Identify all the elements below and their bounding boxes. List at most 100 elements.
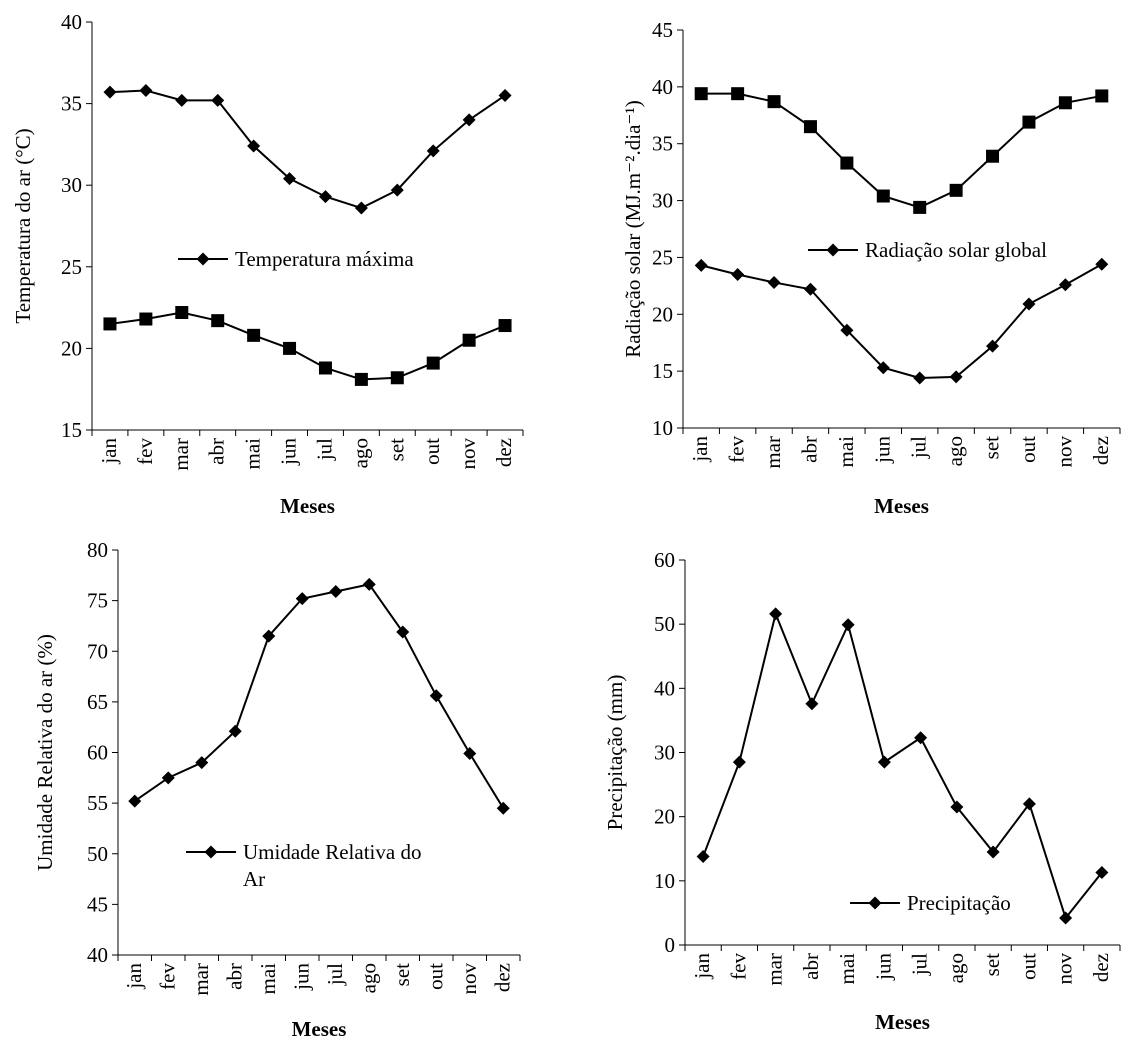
data-point-mar bbox=[175, 305, 189, 319]
series-2 bbox=[694, 257, 1109, 385]
data-point-fev bbox=[731, 87, 745, 101]
legend-label: Umidade Relativa do bbox=[243, 840, 421, 864]
series-line bbox=[134, 583, 505, 809]
data-point-fev bbox=[731, 267, 745, 281]
data-point-mai bbox=[840, 156, 854, 170]
x-tick-label-jan: jan bbox=[122, 963, 146, 990]
x-tick-label-fev: fev bbox=[725, 436, 749, 463]
x-tick-label-out: out bbox=[420, 438, 444, 465]
data-point-abr bbox=[228, 724, 242, 738]
x-tick-label-out: out bbox=[423, 963, 447, 990]
legend: Umidade Relativa do Ar bbox=[186, 840, 421, 891]
x-tick-label-set: set bbox=[980, 953, 1004, 976]
legend-marker bbox=[204, 845, 218, 859]
data-point-set bbox=[390, 371, 404, 385]
data-point-jan bbox=[128, 794, 142, 808]
x-tick-label-dez: dez bbox=[490, 963, 514, 992]
data-point-set bbox=[396, 625, 410, 639]
y-tick-label: 0 bbox=[665, 933, 676, 957]
y-tick-label: 80 bbox=[87, 538, 108, 562]
series-line bbox=[700, 263, 1103, 379]
data-point-ago bbox=[354, 201, 368, 215]
series-1 bbox=[103, 84, 512, 215]
data-point-abr bbox=[211, 314, 225, 328]
legend-label: Ar bbox=[243, 867, 265, 891]
x-tick-label-jun: jun bbox=[289, 963, 313, 991]
y-tick-label: 50 bbox=[87, 842, 108, 866]
data-point-dez bbox=[1095, 865, 1109, 879]
data-point-jan bbox=[694, 87, 708, 101]
x-tick-label-nov: nov bbox=[456, 438, 480, 470]
legend: Radiação solar global bbox=[808, 238, 1047, 262]
x-tick-label-abr: abr bbox=[797, 436, 821, 463]
data-point-mai bbox=[840, 323, 854, 337]
x-tick-label-dez: dez bbox=[1089, 436, 1113, 465]
data-point-abr bbox=[803, 120, 817, 134]
y-tick-label: 30 bbox=[61, 173, 82, 197]
data-point-mar bbox=[195, 756, 209, 770]
data-point-fev bbox=[139, 84, 153, 98]
data-point-mar bbox=[767, 275, 781, 289]
series-line bbox=[702, 610, 1103, 921]
x-tick-label-nov: nov bbox=[1053, 953, 1077, 985]
y-tick-label: 35 bbox=[652, 132, 673, 156]
x-tick-label-out: out bbox=[1016, 953, 1040, 980]
series-1 bbox=[694, 87, 1109, 214]
x-tick-label-dez: dez bbox=[1089, 953, 1113, 982]
data-point-nov bbox=[462, 333, 476, 347]
data-point-nov bbox=[1059, 911, 1073, 925]
legend-label: Precipitação bbox=[907, 891, 1011, 915]
y-tick-label: 15 bbox=[61, 418, 82, 442]
y-tick-label: 40 bbox=[61, 10, 82, 34]
data-point-abr bbox=[805, 697, 819, 711]
data-point-jun bbox=[876, 361, 890, 375]
series-line bbox=[109, 311, 506, 381]
y-axis-title: Radiação solar (MJ.m⁻².dia⁻¹) bbox=[621, 100, 645, 358]
x-tick-label-jan: jan bbox=[97, 438, 121, 465]
series-line bbox=[701, 92, 1102, 209]
data-point-jan bbox=[103, 85, 117, 99]
y-tick-label: 30 bbox=[652, 189, 673, 213]
x-tick-label-out: out bbox=[1016, 436, 1040, 463]
data-point-jan bbox=[694, 258, 708, 272]
y-tick-label: 75 bbox=[87, 589, 108, 613]
x-tick-label-mai: mai bbox=[835, 953, 859, 985]
y-tick-label: 20 bbox=[61, 336, 82, 360]
x-tick-label-abr: abr bbox=[205, 438, 229, 465]
y-axis-title: Umidade Relativa do ar (%) bbox=[33, 634, 57, 871]
x-tick-label-jun: jun bbox=[277, 438, 301, 466]
data-point-fev bbox=[732, 755, 746, 769]
data-point-out bbox=[1022, 797, 1036, 811]
legend-marker bbox=[868, 896, 882, 910]
data-point-jul bbox=[913, 200, 927, 214]
x-tick-label-dez: dez bbox=[492, 438, 516, 467]
x-tick-label-mar: mar bbox=[189, 963, 213, 996]
data-point-jul bbox=[913, 371, 927, 385]
legend: Precipitação bbox=[850, 891, 1011, 915]
data-point-ago bbox=[949, 183, 963, 197]
chart-panel-3: 40 45 50 55 60 65 70 75 80 jan fev mar abr mai jun jul a… bbox=[33, 538, 521, 1041]
data-point-set bbox=[986, 339, 1000, 353]
y-tick-label: 15 bbox=[652, 359, 673, 383]
data-point-jan bbox=[103, 317, 117, 331]
data-point-dez bbox=[498, 319, 512, 333]
x-tick-label-ago: ago bbox=[356, 963, 380, 993]
x-tick-label-fev: fev bbox=[133, 438, 157, 465]
chart-panel-2: 10 15 20 25 30 35 40 45 jan fev mar abr mai jun jul ago… bbox=[621, 18, 1121, 518]
data-point-mai bbox=[262, 629, 276, 643]
data-point-nov bbox=[1058, 96, 1072, 110]
x-tick-label-nov: nov bbox=[1052, 436, 1076, 468]
data-point-dez bbox=[1095, 89, 1109, 103]
data-point-set bbox=[986, 845, 1000, 859]
x-tick-label-mai: mai bbox=[834, 436, 858, 468]
x-tick-label-jul: jul bbox=[908, 953, 932, 976]
x-tick-label-set: set bbox=[980, 436, 1004, 459]
y-tick-label: 65 bbox=[87, 690, 108, 714]
data-point-nov bbox=[1058, 278, 1072, 292]
data-point-abr bbox=[211, 93, 225, 107]
data-point-jan bbox=[696, 849, 710, 863]
chart-panel-4: 0 10 20 30 40 50 60 jan fev mar abr mai jun jul ago set… bbox=[603, 548, 1121, 1034]
data-point-jun bbox=[876, 189, 890, 203]
series-1 bbox=[128, 577, 510, 815]
